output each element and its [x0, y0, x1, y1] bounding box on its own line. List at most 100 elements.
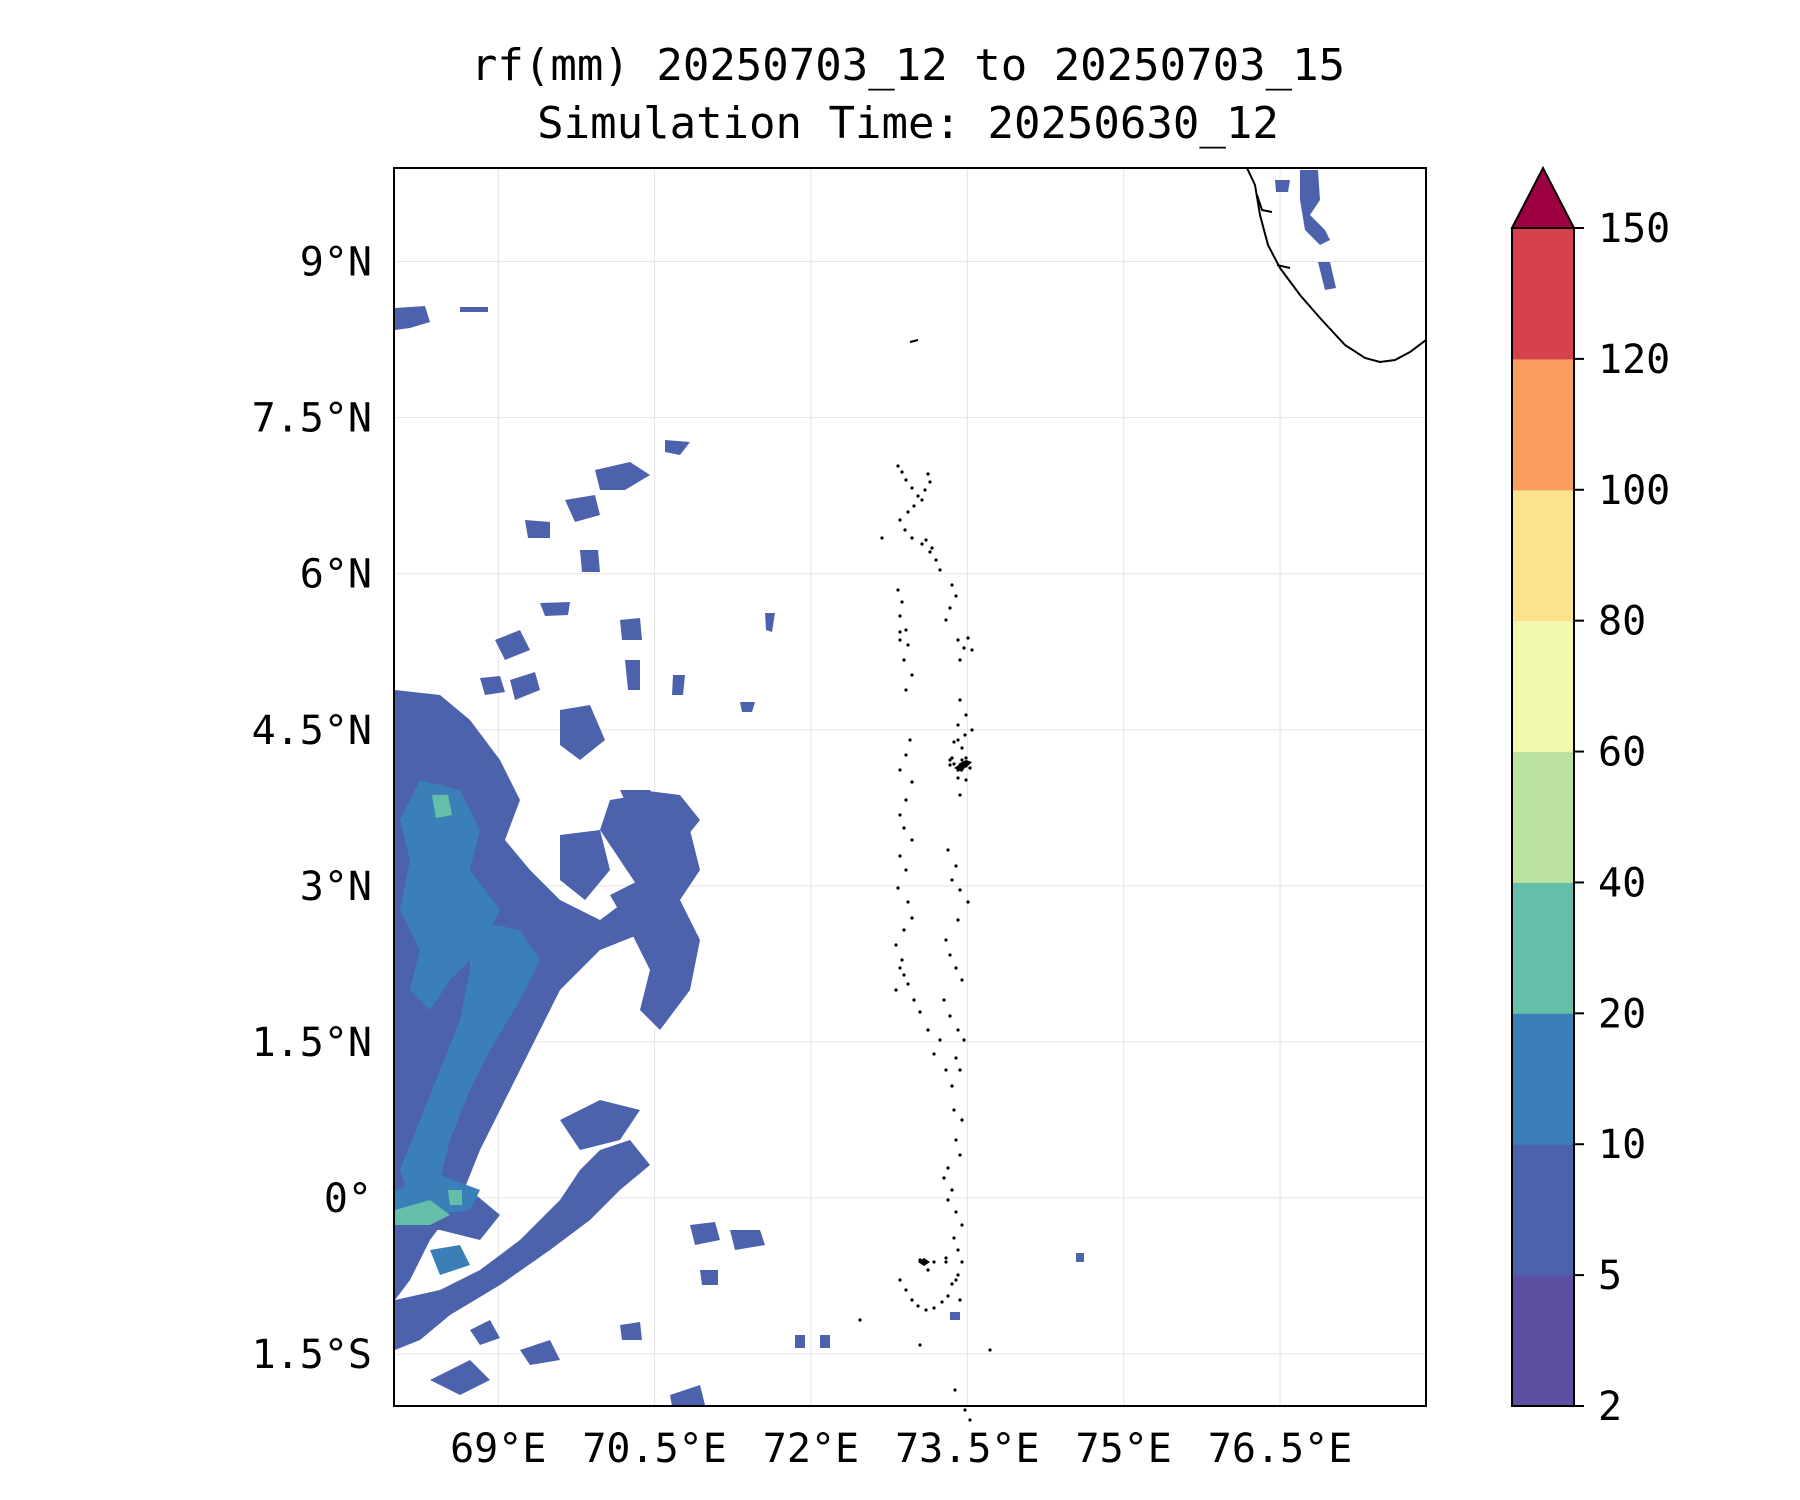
atoll-dot: [896, 886, 900, 890]
colorbar: 2 5 10 20 40 60 80 100 120 150: [1510, 165, 1670, 1430]
colorbar-swatch: [1512, 1013, 1574, 1145]
colorbar-tick-label: 80: [1598, 599, 1646, 645]
atoll-dot: [968, 1418, 972, 1422]
atoll-dot: [960, 1223, 964, 1227]
atoll-dot: [956, 638, 960, 642]
atoll-dot: [958, 1153, 962, 1157]
atoll-dot: [946, 848, 950, 852]
colorbar-extend-arrow: [1510, 165, 1576, 229]
colorbar-frame: [1511, 227, 1575, 1407]
atoll-dot: [910, 916, 914, 920]
colorbar-tick-label: 5: [1598, 1253, 1622, 1299]
colorbar-tick-label: 120: [1598, 337, 1670, 383]
atoll-dot: [942, 998, 946, 1002]
rain-region: [560, 705, 605, 760]
coastline-inlet: [1256, 194, 1273, 213]
atoll-dot: [906, 900, 910, 904]
lat-tick-label: 1.5°S: [252, 1332, 372, 1378]
atoll-dot: [966, 636, 970, 640]
atoll-dot: [958, 658, 962, 662]
colorbar-swatch: [1512, 751, 1574, 883]
rain-region: [620, 790, 660, 812]
rain-region: [740, 702, 755, 712]
atoll-dot: [904, 868, 908, 872]
lon-tick-label: 70.5°E: [582, 1426, 727, 1472]
atoll-dot: [950, 878, 954, 882]
lat-tick-label: 0°: [324, 1176, 372, 1222]
rain-region: [1076, 1253, 1084, 1262]
atoll-dot: [956, 776, 960, 780]
atoll-dot: [942, 1176, 946, 1180]
atoll-dot: [954, 864, 958, 868]
atoll-dot: [898, 638, 902, 642]
atoll-dot: [898, 768, 902, 772]
rain-region: [520, 1340, 560, 1365]
rain-region: [525, 520, 550, 538]
atoll-dot: [934, 558, 938, 562]
atoll-dot: [896, 464, 900, 468]
atoll-dot: [904, 688, 908, 692]
rain-region: [432, 795, 452, 818]
atoll-dot: [906, 643, 910, 647]
atoll-dot: [960, 758, 964, 762]
rain-region: [690, 1222, 720, 1245]
atoll-dot: [904, 798, 908, 802]
atoll-dot: [946, 1198, 950, 1202]
atoll-dot: [946, 1166, 950, 1170]
atoll-dot: [898, 1278, 902, 1282]
lat-tick-label: 9°N: [300, 240, 372, 286]
atoll-dot: [924, 538, 928, 542]
atoll-dot: [898, 630, 902, 634]
atoll-dot: [910, 1298, 914, 1302]
atoll-dot: [880, 536, 884, 540]
atoll-dot: [950, 1282, 954, 1286]
atoll-dot: [910, 536, 914, 540]
rain-region: [820, 1335, 830, 1348]
lat-tick-label: 3°N: [300, 864, 372, 910]
atoll-dot: [958, 698, 962, 702]
rain-region: [400, 698, 450, 725]
atoll-dot: [944, 1256, 948, 1260]
colorbar-tick-label: 2: [1598, 1384, 1622, 1430]
atoll-dot: [956, 1273, 960, 1277]
atoll-dot: [954, 1138, 958, 1142]
atoll-dot: [910, 838, 914, 842]
atoll-dot: [960, 978, 964, 982]
atoll-dot: [948, 763, 952, 767]
atoll-dot: [908, 738, 912, 742]
atoll-dot: [944, 1260, 948, 1264]
atoll-dot: [900, 958, 904, 962]
lat-tick-label: 6°N: [300, 552, 372, 598]
atoll-dot: [904, 1288, 908, 1292]
rain-region: [430, 1245, 470, 1275]
atoll-dot: [918, 1343, 922, 1347]
atoll-dot: [904, 753, 908, 757]
latitude-axis: 9°N 7.5°N 6°N 4.5°N 3°N 1.5°N 0° 1.5°S: [252, 240, 372, 1378]
atoll-dot: [912, 504, 916, 508]
atoll-dot: [954, 966, 958, 970]
map-title: rf(mm) 20250703_12 to 20250703_15: [470, 40, 1346, 91]
atoll-dot: [962, 1038, 966, 1042]
atoll-dot: [923, 488, 927, 492]
colorbar-swatch: [1512, 358, 1574, 491]
colorbar-swatch: [1512, 882, 1574, 1014]
rain-region: [540, 602, 570, 616]
rain-region: [480, 676, 505, 695]
rain-region: [580, 550, 600, 572]
colorbar-swatch: [1512, 1275, 1574, 1407]
atoll-dot: [958, 888, 962, 892]
atoll-dot: [958, 793, 962, 797]
atoll-dot: [898, 813, 902, 817]
rain-region: [395, 306, 430, 330]
rain-region: [448, 1190, 462, 1205]
atoll-dot: [963, 733, 967, 737]
atoll-dot: [900, 600, 904, 604]
atoll-dot: [900, 470, 904, 474]
rain-region: [495, 630, 530, 660]
rain-region: [670, 1385, 705, 1406]
rain-region: [470, 1320, 500, 1345]
lat-tick-label: 4.5°N: [252, 708, 372, 754]
atoll-dot: [948, 953, 952, 957]
rain-region: [560, 1100, 640, 1150]
longitude-axis: 69°E 70.5°E 72°E 73.5°E 75°E 76.5°E: [450, 1426, 1352, 1472]
